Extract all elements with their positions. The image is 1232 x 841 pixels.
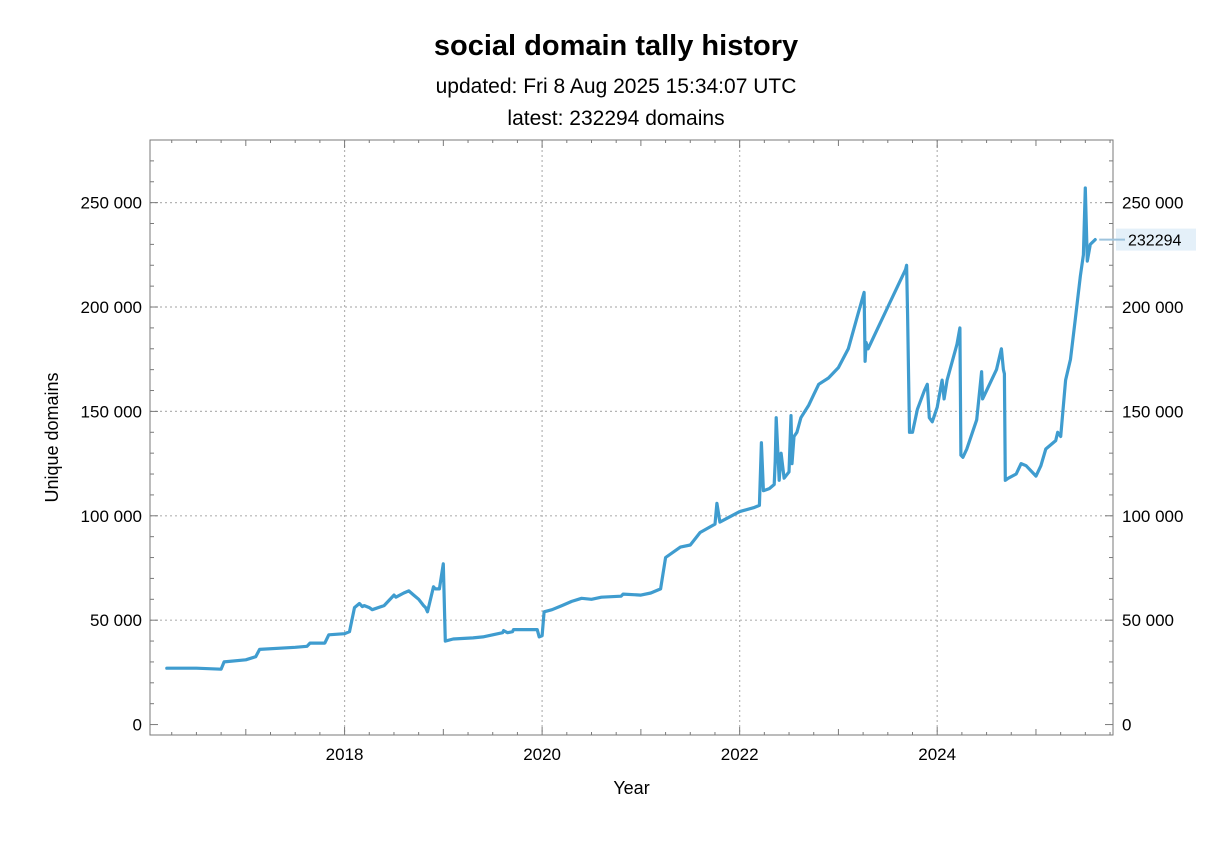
y-tick-label-right: 50 000 bbox=[1122, 611, 1174, 630]
x-tick-label: 2022 bbox=[721, 745, 759, 764]
x-tick-label: 2024 bbox=[918, 745, 956, 764]
y-tick-label-left: 50 000 bbox=[90, 611, 142, 630]
x-tick-label: 2020 bbox=[523, 745, 561, 764]
latest-value-callout: 232294 bbox=[1099, 228, 1196, 251]
y-tick-label-left: 100 000 bbox=[81, 507, 142, 526]
y-tick-label-right: 250 000 bbox=[1122, 194, 1183, 213]
axis-ticks bbox=[150, 140, 1113, 735]
x-axis-title: Year bbox=[613, 778, 649, 798]
y-tick-label-left: 250 000 bbox=[81, 194, 142, 213]
y-tick-label-right: 0 bbox=[1122, 716, 1131, 735]
y-tick-label-left: 0 bbox=[133, 716, 142, 735]
y-tick-label-left: 150 000 bbox=[81, 402, 142, 421]
series-group bbox=[165, 186, 1097, 671]
latest-value-box bbox=[1116, 228, 1196, 251]
y-tick-label-right: 200 000 bbox=[1122, 298, 1183, 317]
plot-frame bbox=[149, 139, 1114, 736]
chart-subtitle-latest: latest: 232294 domains bbox=[507, 107, 725, 130]
chart-subtitle-updated: updated: Fri 8 Aug 2025 15:34:07 UTC bbox=[435, 75, 797, 98]
y-axis-title: Unique domains bbox=[42, 372, 62, 502]
chart-title: social domain tally history bbox=[433, 30, 799, 62]
x-tick-label: 2018 bbox=[326, 745, 364, 764]
y-tick-label-right: 150 000 bbox=[1122, 402, 1183, 421]
y-tick-label-right: 100 000 bbox=[1122, 507, 1183, 526]
latest-value-label: 232294 bbox=[1128, 233, 1181, 250]
y-tick-label-left: 200 000 bbox=[81, 298, 142, 317]
tick-labels: 0 0 50 000 50 000 100 000 100 000 150 000 150 0… bbox=[81, 194, 1184, 764]
series-line-0 bbox=[165, 186, 1097, 671]
